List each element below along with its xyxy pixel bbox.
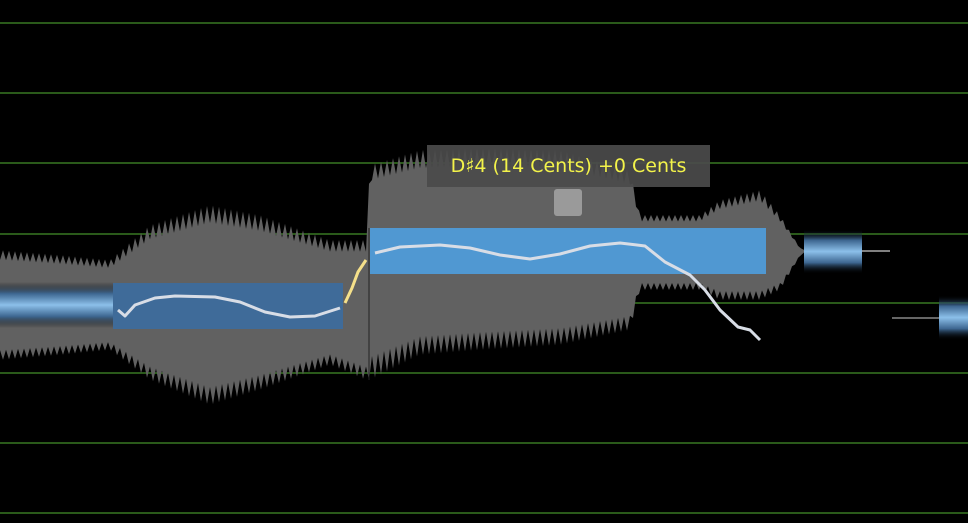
blob-right-1[interactable] [804, 229, 862, 274]
pitch-tooltip: D♯4 (14 Cents) +0 Cents [427, 145, 710, 187]
blob-left[interactable] [0, 282, 113, 328]
pitch-curve-note-1 [117, 294, 341, 319]
waveform [0, 148, 804, 405]
note-1[interactable] [113, 283, 343, 329]
blob-right-2[interactable] [939, 295, 968, 340]
pitch-drag-handle[interactable] [554, 189, 582, 216]
pitch-transition [343, 259, 368, 304]
pitch-curve-note-2 [374, 241, 762, 342]
